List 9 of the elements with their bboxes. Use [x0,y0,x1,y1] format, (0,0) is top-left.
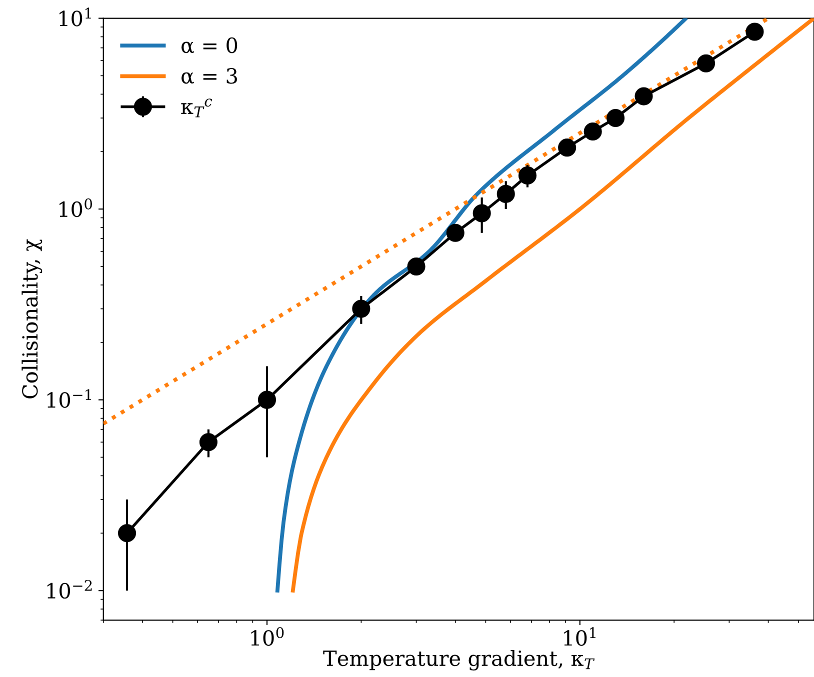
x-axis-title: Temperature gradient, κ$_{T}$ [323,650,595,670]
legend-label: α = 0 [182,37,238,54]
y-tick-label: 10$^{−1}$ [47,389,92,408]
legend-label: κ$_{T}$$^{c}$ [181,98,212,118]
y-tick-label: 10$^{0}$ [60,198,92,218]
legend-label: α = 3 [182,68,237,84]
y-tick-label: 10$^{−2}$ [47,580,92,599]
y-axis-title: Collisionality, χ [22,239,42,398]
y-tick-label: 10$^{1}$ [60,8,91,26]
